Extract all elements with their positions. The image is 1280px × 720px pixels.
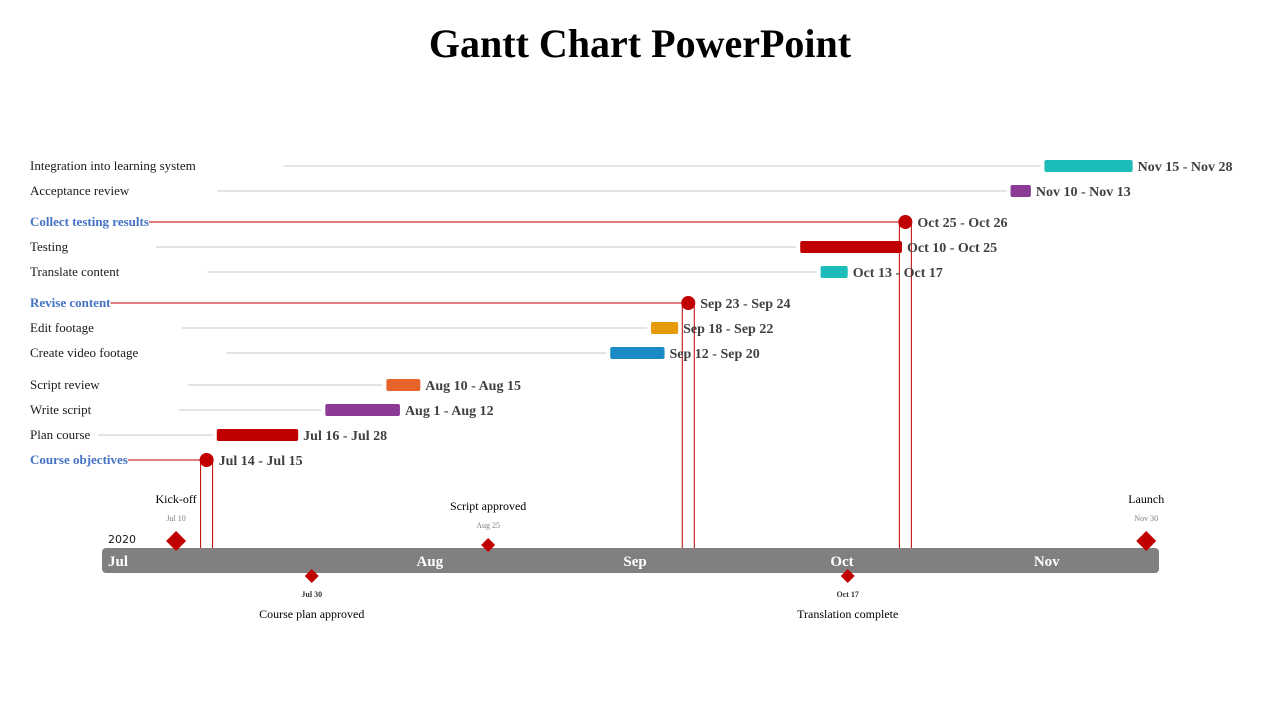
- task-milestone-marker: [681, 296, 696, 310]
- task-date-label: Sep 23 - Sep 24: [700, 297, 790, 312]
- task-date-label: Sep 12 - Sep 20: [670, 347, 760, 362]
- milestone-name-label: Script approved: [450, 499, 526, 513]
- task-date-label: Jul 14 - Jul 15: [219, 454, 303, 469]
- task-label: Testing: [30, 239, 69, 254]
- timeline-month-label: Aug: [416, 554, 443, 570]
- milestone-date-label: Nov 30: [1134, 514, 1158, 523]
- milestone-diamond: [1136, 531, 1157, 551]
- task-date-label: Nov 10 - Nov 13: [1036, 185, 1131, 200]
- timeline-bar: [102, 548, 1159, 573]
- task-date-label: Nov 15 - Nov 28: [1138, 160, 1233, 175]
- timeline-month-label: Nov: [1034, 554, 1060, 570]
- timeline-month-label: Jul: [108, 554, 128, 570]
- task-label: Revise content: [30, 295, 111, 310]
- task-label: Acceptance review: [30, 183, 130, 198]
- milestone-name-label: Course plan approved: [259, 607, 364, 621]
- task-label: Integration into learning system: [30, 158, 196, 173]
- milestone-name-label: Kick-off: [156, 492, 197, 506]
- milestone-diamond: [304, 569, 319, 583]
- task-label: Create video footage: [30, 345, 139, 360]
- task-bar: [610, 347, 665, 359]
- task-date-label: Jul 16 - Jul 28: [303, 429, 387, 444]
- task-bar: [216, 429, 299, 441]
- task-bar: [800, 241, 902, 253]
- task-bar: [650, 322, 679, 334]
- task-label: Write script: [30, 402, 92, 417]
- task-bar: [386, 379, 421, 391]
- task-bar: [1010, 185, 1031, 197]
- task-date-label: Oct 25 - Oct 26: [917, 216, 1007, 231]
- milestone-date-label: Oct 17: [836, 590, 858, 599]
- task-bar: [325, 404, 400, 416]
- task-label: Script review: [30, 377, 100, 392]
- page-title: Gantt Chart PowerPoint: [428, 21, 852, 66]
- task-date-label: Aug 10 - Aug 15: [425, 379, 521, 394]
- milestone-diamond: [166, 531, 187, 551]
- timeline-year-label: 2020: [108, 533, 136, 546]
- task-bar: [1044, 160, 1133, 172]
- task-label: Translate content: [30, 264, 120, 279]
- timeline-month-label: Sep: [623, 554, 646, 570]
- milestone-name-label: Launch: [1128, 492, 1164, 506]
- task-label: Plan course: [30, 427, 91, 442]
- milestone-date-label: Jul 30: [301, 590, 322, 599]
- milestone-date-label: Aug 25: [476, 521, 500, 530]
- task-label: Course objectives: [30, 452, 128, 467]
- task-date-label: Oct 10 - Oct 25: [907, 241, 997, 256]
- milestone-diamond: [481, 538, 496, 552]
- task-date-label: Aug 1 - Aug 12: [405, 404, 494, 419]
- task-milestone-marker: [898, 215, 913, 229]
- task-label: Collect testing results: [30, 214, 149, 229]
- task-milestone-marker: [199, 453, 214, 467]
- timeline-month-label: Oct: [830, 554, 853, 570]
- milestone-date-label: Jul 10: [166, 514, 185, 523]
- task-bar: [820, 266, 848, 278]
- task-label: Edit footage: [30, 320, 94, 335]
- task-date-label: Sep 18 - Sep 22: [683, 322, 773, 337]
- milestone-diamond: [840, 569, 855, 583]
- task-date-label: Oct 13 - Oct 17: [853, 266, 943, 281]
- milestone-name-label: Translation complete: [797, 607, 898, 621]
